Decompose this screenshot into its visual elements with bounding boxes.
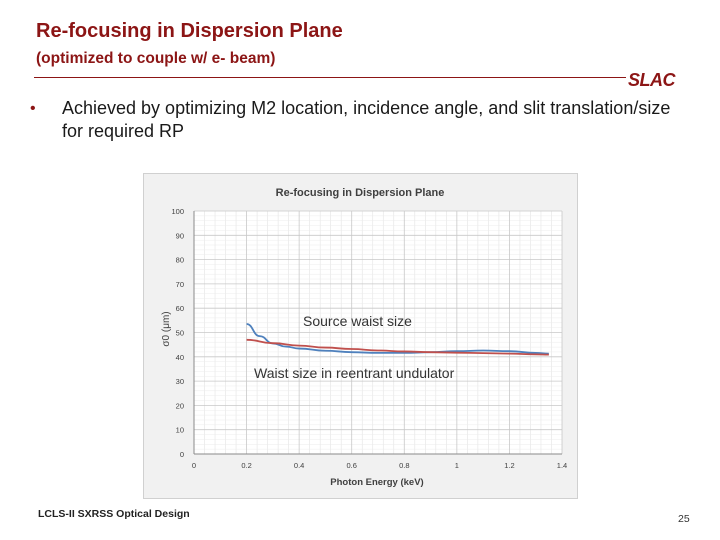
x-tick-label: 0.8: [399, 461, 409, 470]
x-axis-label: Photon Energy (keV): [330, 477, 423, 488]
slide-subtitle: (optimized to couple w/ e- beam): [36, 50, 276, 67]
x-tick-label: 0.2: [241, 461, 251, 470]
y-tick-label: 0: [180, 450, 184, 459]
annotation-reentrant-waist: Waist size in reentrant undulator: [254, 365, 455, 381]
chart-grid: [193, 210, 563, 455]
chart-container: Re-focusing in Dispersion Plane 0 0.2 0.4 0…: [143, 173, 578, 499]
slac-logo: SLAC: [628, 70, 676, 90]
slide-title: Re-focusing in Dispersion Plane: [36, 20, 343, 42]
y-tick-label: 10: [176, 426, 184, 435]
y-tick-label: 40: [176, 353, 184, 362]
x-tick-label: 0.6: [346, 461, 356, 470]
x-tick-label: 0.4: [294, 461, 304, 470]
chart-axes: 0 0.2 0.4 0.6 0.8 1 1.2 1.4 0 10 20 30 40 50 60 70 80 90 1…: [171, 207, 567, 470]
x-tick-label: 1: [455, 461, 459, 470]
x-tick-label: 0: [192, 461, 196, 470]
y-tick-label: 70: [176, 280, 184, 289]
x-tick-label: 1.4: [557, 461, 567, 470]
footer-text: LCLS-II SXRSS Optical Design: [38, 508, 190, 520]
y-axis-label: σ0 (μm): [161, 311, 172, 346]
x-tick-label: 1.2: [504, 461, 514, 470]
y-tick-label: 50: [176, 329, 184, 338]
y-tick-label: 90: [176, 231, 184, 240]
y-tick-label: 80: [176, 256, 184, 265]
line-chart: Re-focusing in Dispersion Plane 0 0.2 0.4 0…: [161, 187, 567, 488]
y-tick-label: 30: [176, 377, 184, 386]
title-divider: [34, 77, 626, 78]
y-tick-label: 20: [176, 401, 184, 410]
bullet-dot-icon: •: [30, 100, 36, 117]
y-tick-label: 100: [171, 207, 184, 216]
y-tick-label: 60: [176, 304, 184, 313]
series-line-2: [246, 338, 549, 356]
chart-title: Re-focusing in Dispersion Plane: [276, 187, 445, 199]
page-number: 25: [678, 513, 690, 525]
annotation-source-waist: Source waist size: [303, 313, 412, 329]
chart-series: [246, 323, 549, 356]
bullet-text: Achieved by optimizing M2 location, inci…: [62, 98, 671, 141]
